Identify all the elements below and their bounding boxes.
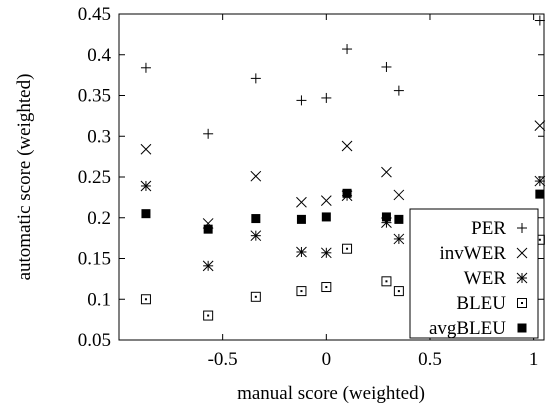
data-point-per xyxy=(342,44,353,55)
y-tick-label: 0.3 xyxy=(87,126,111,147)
legend-label-per: PER xyxy=(471,218,506,239)
data-point-invwer xyxy=(296,196,307,208)
y-axis-title: automatic score (weighted) xyxy=(14,74,35,281)
x-tick-label: -0.5 xyxy=(208,349,238,370)
x-tick-label: 0 xyxy=(322,349,332,370)
data-point-avgbleu xyxy=(321,212,331,222)
legend: PER invWER WER BLEU avgBLEU xyxy=(409,208,539,339)
data-point-invwer xyxy=(140,143,152,155)
data-point-per xyxy=(296,95,307,106)
data-point-invwer xyxy=(381,166,392,178)
data-point-wer xyxy=(320,247,332,259)
x-axis-title: manual score (weighted) xyxy=(237,383,425,404)
data-point-avgbleu xyxy=(535,189,545,199)
legend-label-invwer: invWER xyxy=(440,243,507,264)
x-tick-label: 0.5 xyxy=(418,349,442,370)
data-point-invwer xyxy=(320,195,332,206)
ticks-layer: 0.05 0.1 0.15 0.2 0.25 0.3 0.35 0.4 0.45 -0.5 0 0.5… xyxy=(78,4,544,370)
data-point-avgbleu xyxy=(251,214,261,224)
legend-marker-invwer xyxy=(516,247,528,259)
legend-marker-bleu xyxy=(517,298,527,308)
legend-box xyxy=(409,208,539,339)
data-point-wer xyxy=(202,260,214,272)
data-point-invwer xyxy=(534,120,546,132)
data-point-bleu xyxy=(140,294,151,305)
data-point-bleu xyxy=(321,282,332,293)
legend-label-wer: WER xyxy=(464,268,507,289)
legend-label-bleu: BLEU xyxy=(456,293,506,314)
legend-label-avgbleu: avgBLEU xyxy=(429,318,506,339)
legend-marker-avgbleu xyxy=(517,323,527,333)
data-point-wer xyxy=(393,233,405,245)
legend-marker-per xyxy=(517,223,527,233)
x-tick-label: 1 xyxy=(529,349,539,370)
data-point-avgbleu xyxy=(141,209,151,219)
data-point-per xyxy=(250,73,261,84)
data-point-per xyxy=(381,61,392,72)
legend-entries: PER invWER WER BLEU avgBLEU xyxy=(429,218,528,339)
y-tick-label: 0.25 xyxy=(78,167,111,188)
data-point-invwer xyxy=(250,170,262,182)
y-tick-label: 0.15 xyxy=(78,249,111,270)
data-point-invwer xyxy=(341,140,353,152)
series-bleu xyxy=(140,234,545,321)
plot-frame xyxy=(118,13,545,341)
y-tick-label: 0.1 xyxy=(87,289,111,310)
data-point-wer xyxy=(296,246,307,258)
y-tick-label: 0.05 xyxy=(78,330,111,351)
data-point-avgbleu xyxy=(381,212,391,222)
data-point-wer xyxy=(250,230,262,242)
y-tick-label: 0.35 xyxy=(78,86,111,107)
legend-marker-wer xyxy=(516,272,528,284)
data-point-avgbleu xyxy=(296,214,306,224)
series-invwer xyxy=(140,120,546,229)
data-point-per xyxy=(393,85,404,96)
data-point-invwer xyxy=(393,189,405,201)
data-point-per xyxy=(534,15,545,26)
data-point-bleu xyxy=(203,310,214,321)
y-tick-label: 0.45 xyxy=(78,4,111,25)
data-point-bleu xyxy=(342,243,353,254)
data-point-avgbleu xyxy=(203,224,213,234)
marks-layer xyxy=(140,15,546,321)
data-point-avgbleu xyxy=(342,188,352,198)
data-point-per xyxy=(140,62,151,73)
data-point-per xyxy=(321,92,332,103)
data-point-wer xyxy=(140,180,152,192)
data-point-wer xyxy=(534,175,546,187)
data-point-avgbleu xyxy=(394,214,404,224)
y-tick-label: 0.4 xyxy=(87,45,111,66)
series-avgbleu xyxy=(141,188,545,234)
data-point-bleu xyxy=(250,291,261,302)
y-tick-label: 0.2 xyxy=(87,208,111,229)
data-point-bleu xyxy=(296,286,307,297)
data-point-per xyxy=(203,128,214,139)
data-point-bleu xyxy=(381,276,392,287)
data-point-bleu xyxy=(393,286,404,297)
series-per xyxy=(140,15,545,139)
